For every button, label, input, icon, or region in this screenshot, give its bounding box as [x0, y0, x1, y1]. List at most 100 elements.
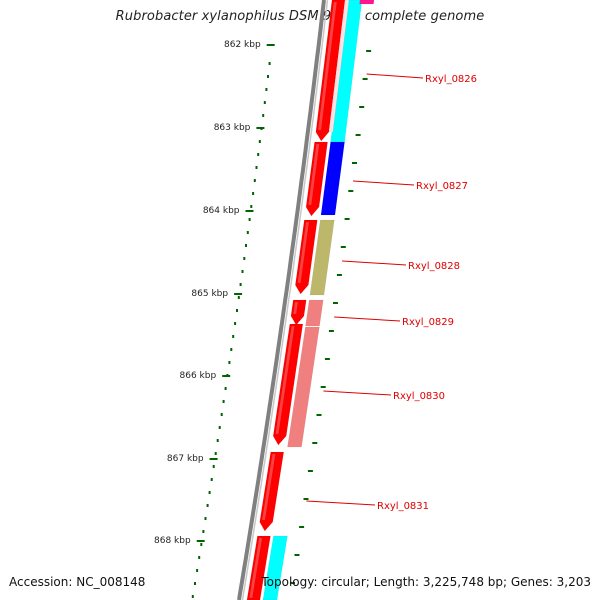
gene-label-leader [366, 73, 424, 79]
kbp-tick-label: 862 kbp [224, 40, 261, 50]
cds-highlight [261, 453, 276, 521]
gene-label-leader [352, 180, 415, 186]
gene-label-rxyl_0830: Rxyl_0830 [393, 391, 445, 402]
major-tick-mark [266, 44, 275, 46]
minor-tick-mark [263, 101, 266, 104]
minor-tick-mark [340, 246, 346, 248]
gene-label-leader [323, 390, 392, 396]
cds-highlight [308, 143, 320, 206]
minor-tick-mark [214, 452, 217, 455]
major-tick-mark [196, 540, 205, 542]
kbp-tick-label: 868 kbp [154, 536, 191, 546]
minor-tick-mark [208, 491, 211, 494]
gene-label-rxyl_0831: Rxyl_0831 [377, 501, 429, 512]
gene-feature-box [320, 141, 345, 216]
minor-tick-mark [248, 218, 251, 221]
minor-tick-mark [246, 231, 249, 234]
minor-tick-mark [206, 504, 209, 507]
minor-tick-mark [316, 414, 322, 416]
minor-tick-mark [200, 543, 203, 546]
gene-label-rxyl_0826: Rxyl_0826 [425, 74, 477, 85]
minor-tick-mark [234, 322, 237, 325]
gene-label-rxyl_0829: Rxyl_0829 [402, 317, 454, 328]
minor-tick-mark [258, 140, 261, 143]
minor-tick-mark [198, 556, 201, 559]
gene-feature-box [262, 535, 288, 600]
major-tick-mark [222, 375, 231, 377]
minor-tick-mark [355, 134, 361, 136]
minor-tick-mark [218, 426, 221, 429]
minor-tick-mark [299, 526, 305, 528]
magenta-feature-box [359, 0, 375, 5]
minor-tick-mark [228, 361, 231, 364]
minor-tick-mark [359, 106, 365, 108]
minor-tick-mark [191, 595, 194, 598]
minor-tick-mark [348, 190, 354, 192]
major-tick-mark [209, 458, 218, 460]
minor-tick-mark [196, 569, 199, 572]
minor-tick-mark [262, 114, 265, 117]
minor-tick-mark [320, 386, 326, 388]
gene-feature-box [305, 299, 324, 327]
gene-feature-box [309, 219, 335, 296]
minor-tick-mark [210, 478, 213, 481]
minor-tick-mark [245, 244, 247, 247]
minor-tick-mark [241, 270, 244, 273]
backbone-layer [237, 0, 329, 600]
minor-tick-mark [237, 296, 240, 299]
accession-text: Accession: NC_008148 [9, 575, 146, 589]
cds-highlight [317, 1, 338, 131]
kbp-tick-label: 863 kbp [214, 123, 251, 133]
cds-highlight [249, 537, 263, 599]
minor-tick-mark [267, 75, 269, 78]
minor-tick-mark [232, 335, 235, 338]
gene-label-layer: Rxyl_0826 Rxyl_0827 Rxyl_0828 Rxyl_0829 Rxyl… [306, 73, 477, 512]
minor-tick-mark [236, 309, 238, 312]
minor-tick-mark [194, 582, 196, 585]
kbp-tick-label: 867 kbp [167, 454, 204, 464]
topology-text: Topology: circular; Length: 3,225,748 bp… [261, 575, 591, 589]
kbp-tick-layer: 862 kbp 863 kbp 864 kbp 865 kbp 866 kbp 867 k… [154, 40, 372, 598]
cds-arrow [295, 219, 318, 295]
cds-arrow [272, 323, 304, 446]
minor-tick-mark [230, 348, 233, 351]
cds-arrow [315, 0, 346, 142]
major-tick-mark [256, 127, 265, 129]
minor-tick-mark [307, 470, 313, 472]
minor-tick-mark [290, 582, 295, 584]
cds-arrow [305, 141, 328, 217]
cds-arrow [259, 451, 285, 532]
minor-tick-mark [336, 274, 342, 276]
minor-tick-mark [224, 387, 227, 390]
minor-tick-mark [204, 517, 207, 520]
minor-tick-mark [362, 78, 368, 80]
cds-highlight [292, 301, 299, 315]
minor-tick-mark [328, 330, 334, 332]
cds-layer [246, 0, 346, 600]
gene-feature-layer [262, 0, 375, 600]
minor-tick-mark [255, 166, 258, 169]
minor-tick-mark [212, 465, 215, 468]
minor-tick-mark [257, 153, 260, 156]
minor-tick-mark [250, 205, 253, 208]
cds-highlight [275, 325, 295, 435]
cds-highlight [297, 221, 310, 284]
cds-arrow [246, 535, 271, 600]
minor-tick-mark [333, 302, 338, 304]
genome-title: Rubrobacter xylanophilus DSM 9941, compl… [115, 9, 485, 24]
major-tick-mark [245, 210, 254, 212]
minor-tick-mark [252, 192, 255, 195]
minor-tick-mark [352, 162, 357, 164]
cds-shadow-strip [328, 0, 350, 133]
major-tick-mark [234, 293, 243, 295]
gene-label-leader [306, 500, 376, 506]
minor-tick-mark [253, 179, 256, 182]
minor-tick-mark [324, 358, 330, 360]
minor-tick-mark [239, 283, 242, 286]
minor-tick-mark [294, 554, 300, 556]
gene-label-leader [342, 260, 407, 266]
minor-tick-mark [220, 413, 223, 416]
gene-feature-box [287, 326, 320, 448]
minor-tick-mark [202, 530, 205, 533]
